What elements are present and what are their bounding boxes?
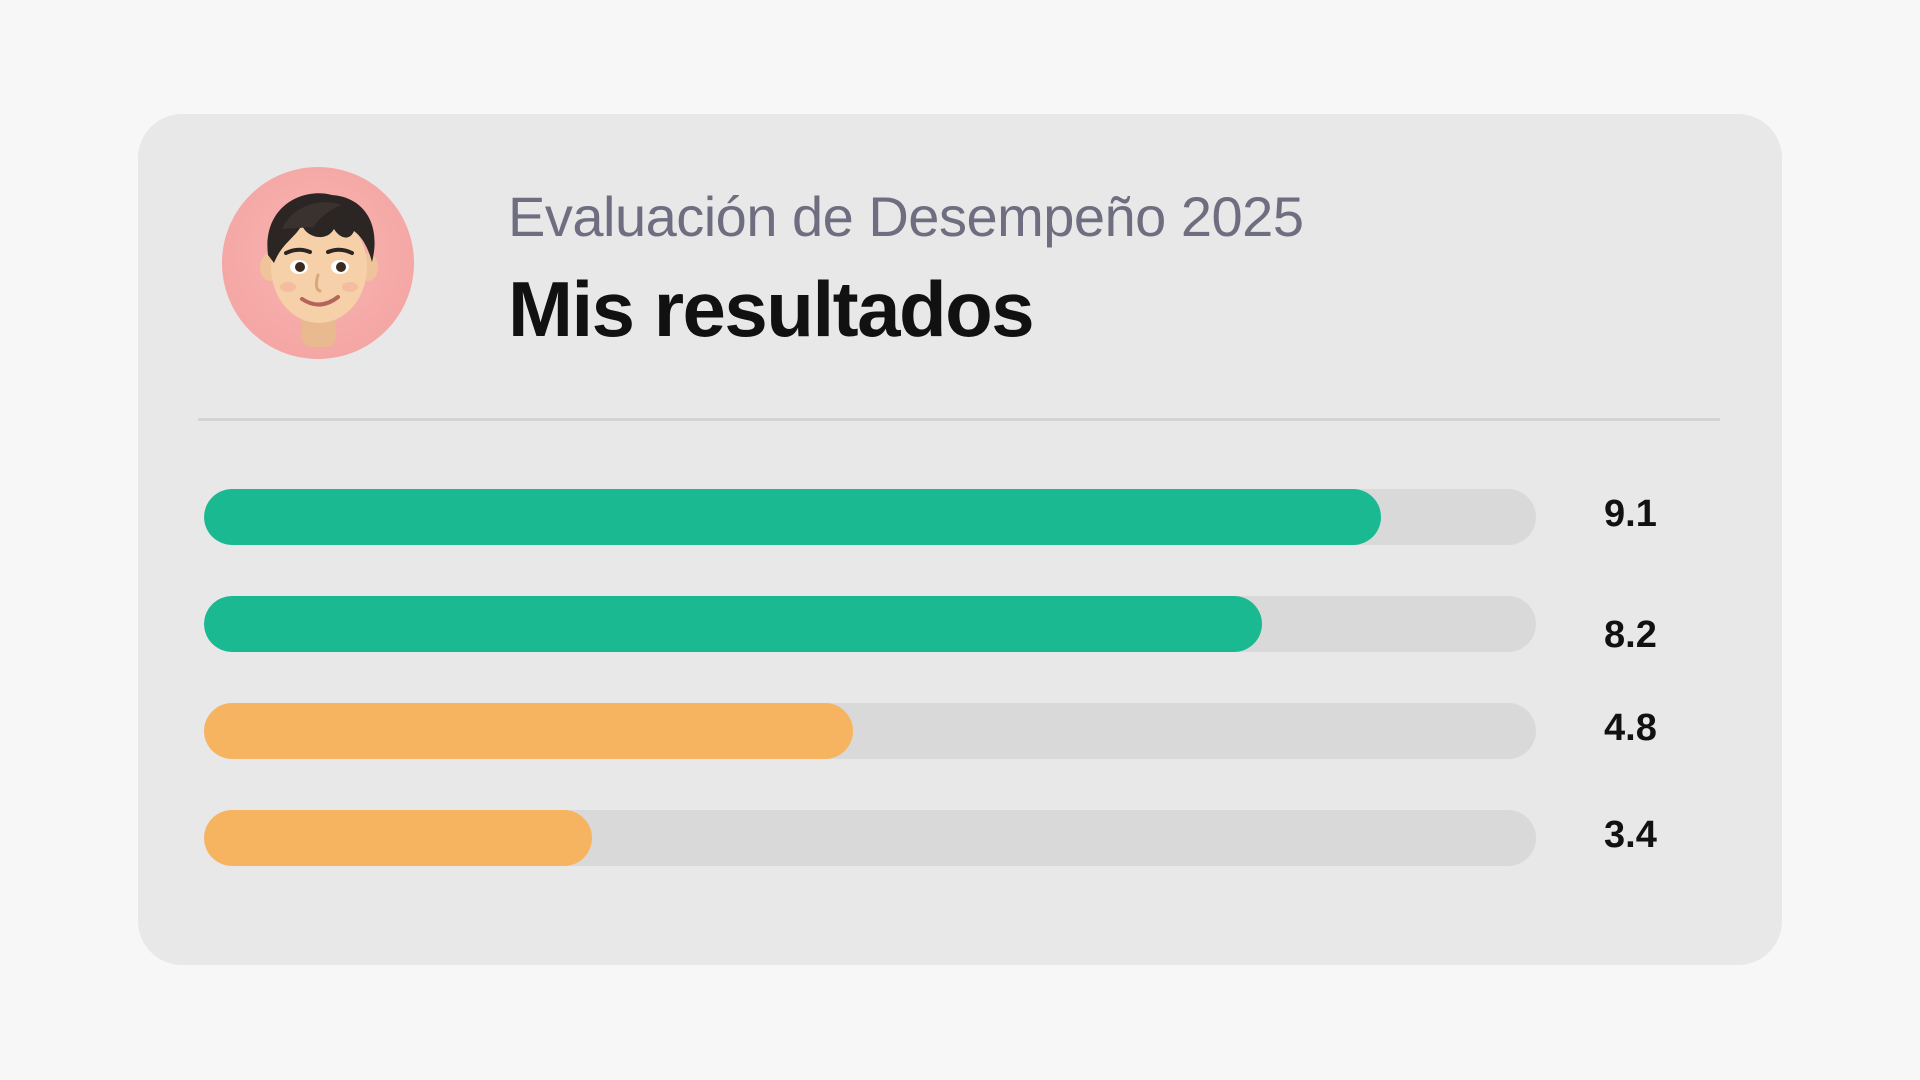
progress-track [204,596,1536,652]
progress-fill [204,596,1262,652]
result-value: 3.4 [1604,814,1657,856]
divider [198,418,1720,421]
result-row: 9.1 [204,489,1694,545]
page-title: Mis resultados [508,265,1035,353]
progress-fill [204,810,592,866]
progress-fill [204,703,853,759]
results-card: Evaluación de Desempeño 2025 Mis resulta… [138,114,1782,965]
progress-track [204,810,1536,866]
result-row: 8.2 [204,596,1694,656]
avatar [222,167,414,359]
result-value: 9.1 [1604,493,1657,535]
memoji-avatar-icon [260,193,378,347]
result-value: 4.8 [1604,707,1657,749]
page-subtitle: Evaluación de Desempeño 2025 [508,185,1304,248]
result-value: 8.2 [1604,614,1657,656]
progress-fill [204,489,1382,545]
progress-track [204,489,1536,545]
result-row: 3.4 [204,810,1694,866]
progress-track [204,703,1536,759]
result-row: 4.8 [204,703,1694,759]
